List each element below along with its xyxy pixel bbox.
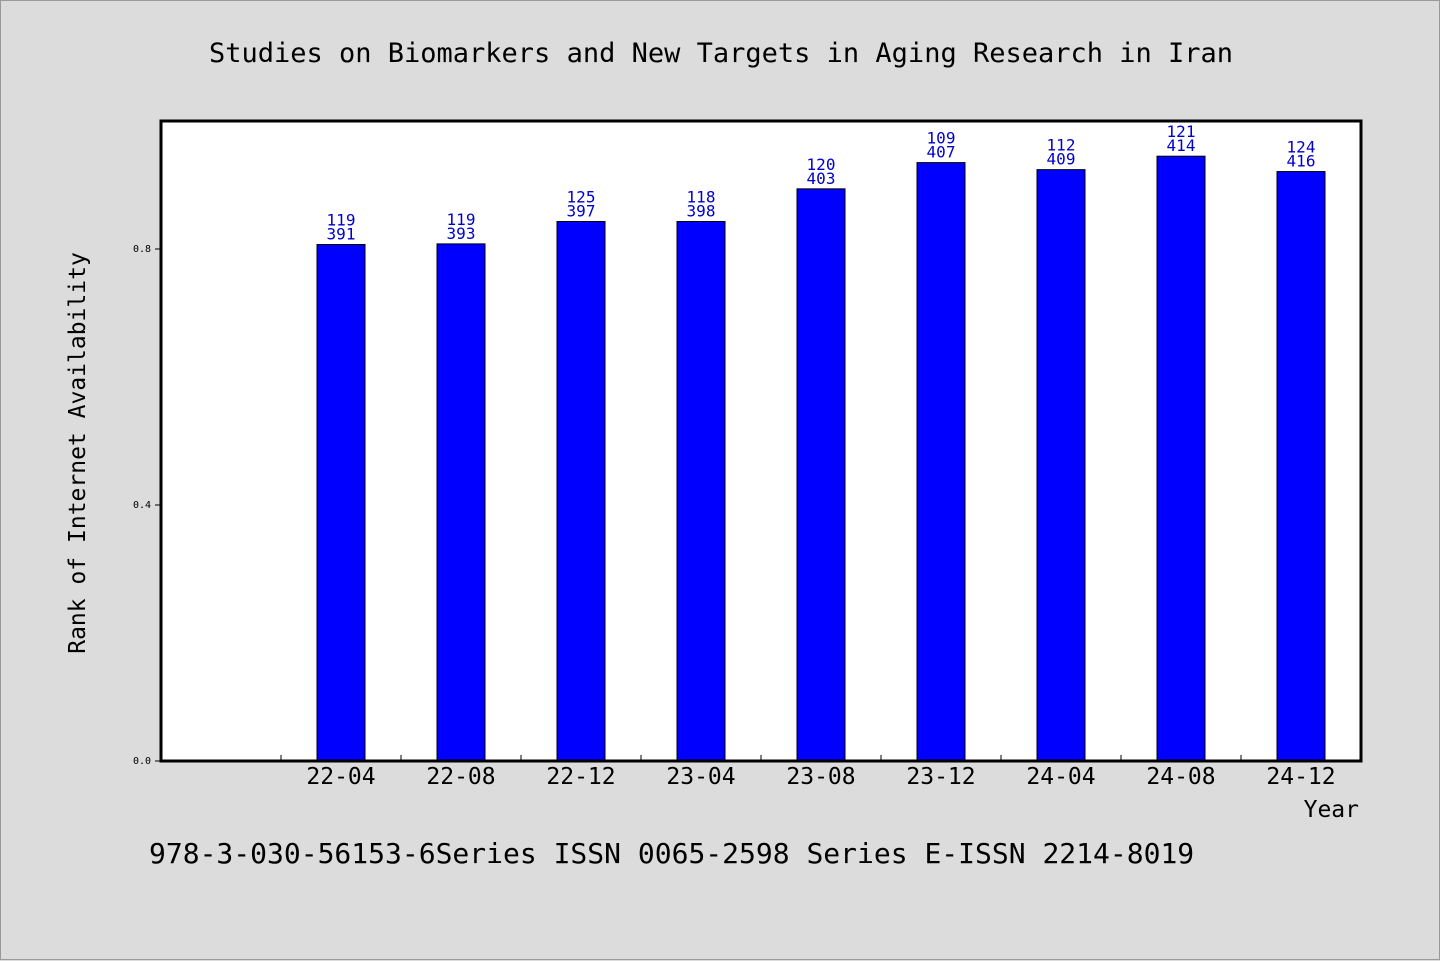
bar-24-08 [1156, 155, 1206, 762]
data-labels-group: 39111922-0439311922-0839712522-123981182… [306, 122, 1335, 790]
data-label-bottom: 393 [447, 224, 476, 243]
data-label-top: 120 [807, 155, 836, 174]
y-tick-label: 0.4 [133, 500, 151, 511]
bar-23-04 [676, 220, 726, 762]
bar-24-12 [1276, 171, 1326, 762]
data-label-top: 109 [927, 129, 956, 148]
x-tick-label: 24-08 [1146, 764, 1215, 790]
y-tick-label: 0.8 [133, 244, 151, 255]
data-label-bottom: 409 [1047, 150, 1076, 169]
data-label-top: 119 [327, 211, 356, 230]
x-axis-label: Year [1304, 797, 1359, 823]
x-tick-label: 22-04 [306, 764, 375, 790]
data-label-top: 124 [1287, 138, 1316, 157]
x-tick-label: 24-04 [1026, 764, 1095, 790]
x-tick-label: 23-04 [666, 764, 735, 790]
data-label-bottom: 414 [1167, 136, 1196, 155]
bar-23-08 [796, 188, 846, 762]
bar-22-04 [316, 244, 366, 762]
bar-24-04 [1036, 169, 1086, 762]
x-tick-label: 22-08 [426, 764, 495, 790]
bar-22-12 [556, 220, 606, 762]
bars-group [316, 155, 1326, 762]
data-label-top: 118 [687, 187, 716, 206]
data-label-bottom: 397 [567, 201, 596, 220]
footer-text: 978-3-030-56153-6Series ISSN 0065-2598 S… [149, 837, 1194, 870]
y-axis-label: Rank of Internet Availability [65, 252, 91, 654]
x-tick-label: 24-12 [1266, 764, 1335, 790]
x-tick-label: 22-12 [546, 764, 615, 790]
data-label-top: 125 [567, 187, 596, 206]
y-tick-label: 0.0 [133, 756, 151, 767]
plot-border [159, 119, 1363, 763]
data-label-bottom: 403 [807, 169, 836, 188]
data-label-bottom: 398 [687, 201, 716, 220]
x-tick-label: 23-12 [906, 764, 975, 790]
data-label-bottom: 391 [327, 225, 356, 244]
data-label-top: 112 [1047, 136, 1076, 155]
bar-22-08 [436, 243, 486, 762]
x-tick-label: 23-08 [786, 764, 855, 790]
data-label-top: 121 [1167, 122, 1196, 141]
chart-title: Studies on Biomarkers and New Targets in… [209, 38, 1233, 69]
data-label-bottom: 407 [927, 143, 956, 162]
data-label-bottom: 416 [1287, 152, 1316, 171]
data-label-top: 119 [447, 210, 476, 229]
bar-23-12 [916, 162, 966, 762]
